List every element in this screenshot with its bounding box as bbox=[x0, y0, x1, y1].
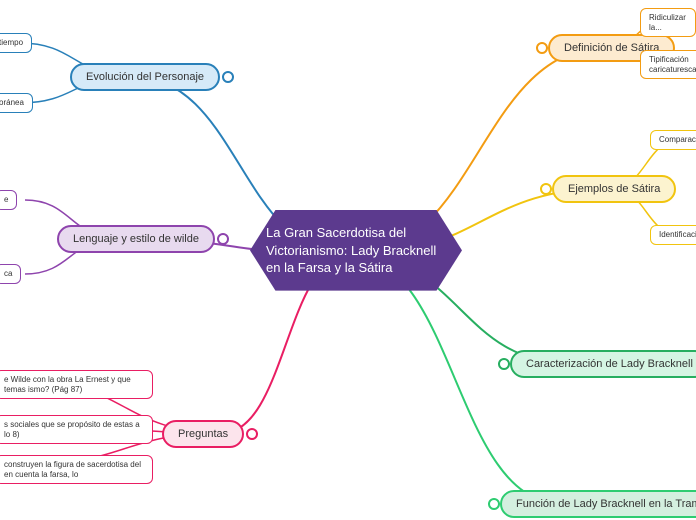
branch-lenguaje[interactable]: Lenguaje y estilo de wilde bbox=[57, 225, 215, 253]
branch-evolucion[interactable]: Evolución del Personaje bbox=[70, 63, 220, 91]
branch-caracterizacion[interactable]: Caracterización de Lady Bracknell bbox=[510, 350, 696, 378]
leaf-evolucion-1[interactable]: oránea bbox=[0, 93, 33, 113]
leaf-preguntas-1[interactable]: s sociales que se propósito de estas a l… bbox=[0, 415, 153, 444]
branch-preguntas[interactable]: Preguntas bbox=[162, 420, 244, 448]
center-label: La Gran Sacerdotisa del Victorianismo: L… bbox=[266, 225, 436, 275]
connector-dot bbox=[498, 358, 510, 370]
leaf-lenguaje-0[interactable]: e bbox=[0, 190, 17, 210]
connector-dot bbox=[536, 42, 548, 54]
connector-dot bbox=[488, 498, 500, 510]
leaf-definicion-0[interactable]: Ridiculizar la... bbox=[640, 8, 696, 37]
connector-dot bbox=[246, 428, 258, 440]
connector-dot bbox=[222, 71, 234, 83]
leaf-ejemplos-1[interactable]: Identificació... bbox=[650, 225, 696, 245]
leaf-preguntas-2[interactable]: construyen la figura de sacerdotisa del … bbox=[0, 455, 153, 484]
mindmap-canvas: La Gran Sacerdotisa del Victorianismo: L… bbox=[0, 0, 696, 520]
center-node[interactable]: La Gran Sacerdotisa del Victorianismo: L… bbox=[250, 210, 462, 291]
leaf-preguntas-0[interactable]: e Wilde con la obra La Ernest y que tema… bbox=[0, 370, 153, 399]
branch-funcion[interactable]: Función de Lady Bracknell en la Trama bbox=[500, 490, 696, 518]
leaf-definicion-1[interactable]: Tipificación caricaturesca bbox=[640, 50, 696, 79]
leaf-lenguaje-1[interactable]: ca bbox=[0, 264, 21, 284]
branch-ejemplos[interactable]: Ejemplos de Sátira bbox=[552, 175, 676, 203]
leaf-ejemplos-0[interactable]: Comparació... bbox=[650, 130, 696, 150]
leaf-evolucion-0[interactable]: tiempo bbox=[0, 33, 32, 53]
connector-dot bbox=[540, 183, 552, 195]
connector-dot bbox=[217, 233, 229, 245]
